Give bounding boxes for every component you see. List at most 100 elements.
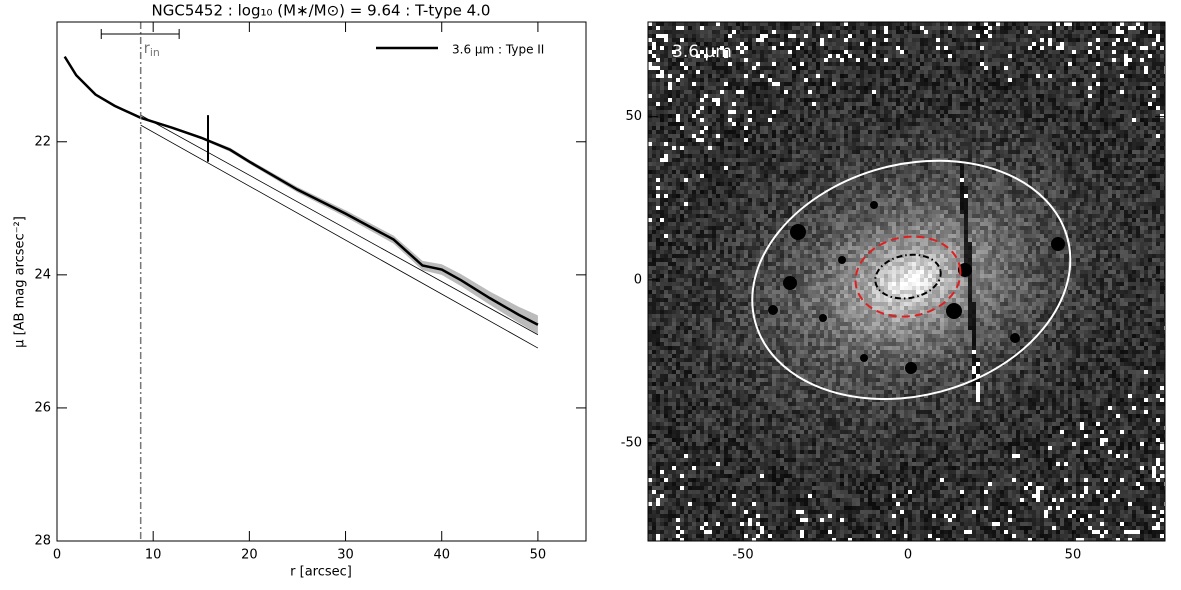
pixel [984,90,988,94]
pixel [1072,106,1076,110]
pixel [884,126,888,130]
pixel [1044,114,1048,118]
pixel [940,90,944,94]
pixel [1120,134,1124,138]
pixel [984,134,988,138]
pixel [1056,146,1060,150]
pixel [656,54,660,58]
pixel [908,174,912,178]
pixel [920,178,924,182]
pixel [1100,178,1104,182]
pixel [920,58,924,62]
pixel [732,42,736,46]
pixel [708,126,712,130]
pixel [732,54,736,58]
pixel [824,102,828,106]
pixel [840,114,844,118]
pixel [796,94,800,98]
pixel [860,38,864,42]
pixel [952,114,956,118]
pixel [808,58,812,62]
pixel [1024,98,1028,102]
pixel [752,26,756,30]
pixel [688,174,692,178]
pixel [1124,22,1128,26]
pixel [752,86,756,90]
pixel [980,102,984,106]
pixel [912,130,916,134]
pixel [688,30,692,34]
pixel [1116,122,1120,126]
pixel [1140,114,1144,118]
pixel [652,50,656,54]
pixel [740,106,744,110]
pixel [824,66,828,70]
pixel [1076,30,1080,34]
pixel [688,90,692,94]
pixel [1052,126,1056,130]
pixel [1012,78,1016,82]
pixel [784,122,788,126]
pixel [1008,162,1012,166]
pixel [836,38,840,42]
pixel [928,26,932,30]
pixel [996,94,1000,98]
pixel [872,154,876,158]
pixel [1088,122,1092,126]
pixel [1032,142,1036,146]
pixel [788,146,792,150]
pixel [928,30,932,34]
pixel [860,138,864,142]
pixel [988,142,992,146]
pixel [752,54,756,58]
pixel [736,122,740,126]
pixel [1088,158,1092,162]
pixel [920,150,924,154]
pixel [1080,162,1084,166]
pixel [764,74,768,78]
pixel [936,50,940,54]
pixel [760,78,764,82]
pixel [1096,142,1100,146]
pixel [1052,102,1056,106]
pixel [668,154,672,158]
pixel [700,178,704,182]
pixel [860,166,864,170]
pixel [880,38,884,42]
pixel [664,102,668,106]
pixel [876,102,880,106]
pixel [708,94,712,98]
pixel [1000,42,1004,46]
pixel [724,46,728,50]
pixel [756,30,760,34]
pixel [1140,98,1144,102]
pixel [1092,106,1096,110]
pixel [772,90,776,94]
pixel [740,78,744,82]
pixel [928,78,932,82]
pixel [956,178,960,182]
pixel [740,30,744,34]
pixel [1092,42,1096,46]
pixel [960,90,964,94]
pixel [944,94,948,98]
pixel [1052,86,1056,90]
pixel [760,42,764,46]
pixel [768,74,772,78]
pixel [912,74,916,78]
pixel [736,78,740,82]
pixel [1056,142,1060,146]
pixel [1056,66,1060,70]
pixel [792,138,796,142]
pixel [648,58,652,62]
pixel [756,134,760,138]
pixel [692,46,696,50]
pixel [664,86,668,90]
pixel [748,98,752,102]
pixel [960,78,964,82]
pixel [832,110,836,114]
pixel [740,142,744,146]
pixel [1028,130,1032,134]
pixel [712,134,716,138]
pixel [748,54,752,58]
